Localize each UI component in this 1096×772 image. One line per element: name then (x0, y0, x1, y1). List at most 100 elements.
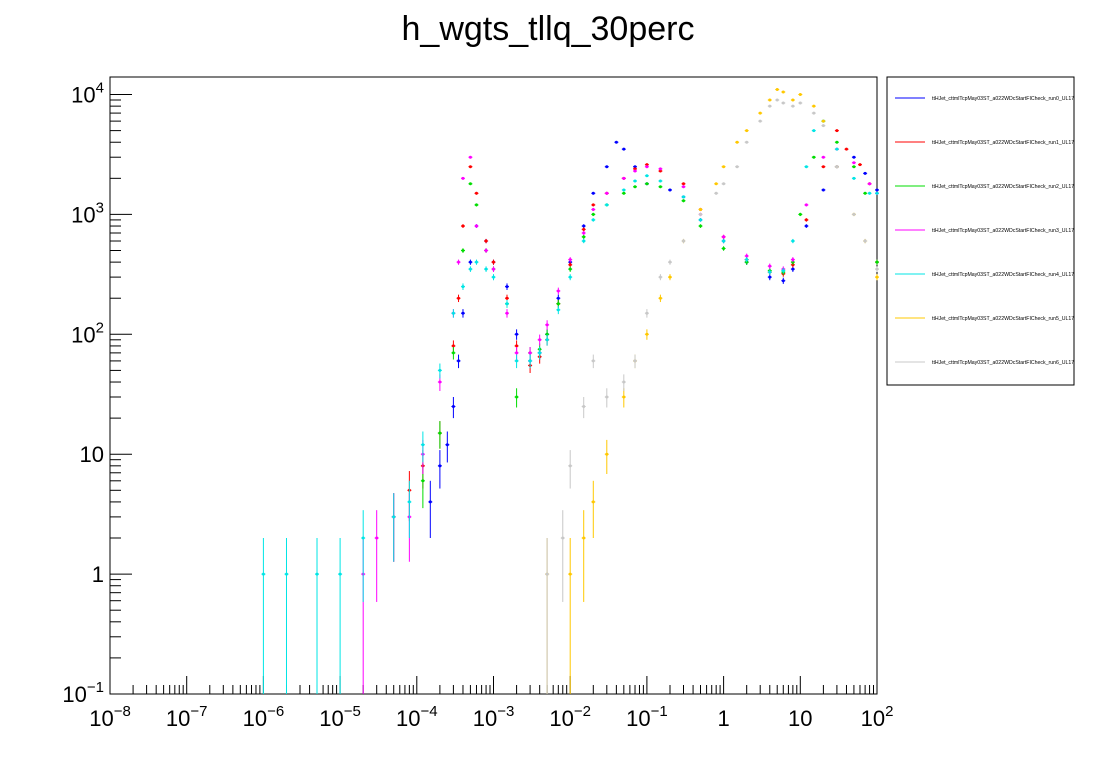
legend-label: ttHJet_cttmlTcpMay03ST_a022WDcStartFIChe… (932, 228, 1074, 234)
data-point (515, 359, 519, 363)
data-point (338, 572, 342, 576)
y-tick-label: 1 (92, 562, 104, 587)
y-tick-label: 10−1 (62, 679, 104, 707)
y-tick-label: 102 (71, 319, 104, 347)
data-point (775, 88, 779, 92)
data-point (556, 289, 560, 293)
legend-box (886, 76, 1075, 386)
data-point (492, 267, 495, 271)
data-point (781, 90, 785, 94)
data-point (681, 195, 685, 199)
legend-item: ttHJet_cttmlTcpMay03ST_a022WDcStartFIChe… (895, 140, 1074, 146)
series (428, 140, 879, 539)
data-point (556, 308, 560, 312)
data-point (668, 260, 672, 264)
data-point (461, 224, 465, 228)
data-point (681, 199, 685, 203)
x-tick-label: 102 (861, 703, 894, 731)
data-point (791, 267, 795, 271)
x-tick-label: 10−1 (626, 703, 668, 731)
data-point (781, 269, 785, 273)
data-point (821, 165, 825, 169)
series-layer (261, 88, 879, 694)
data-point (812, 111, 816, 115)
x-tick-label: 10−7 (166, 703, 208, 731)
data-point (457, 296, 461, 300)
data-point (858, 163, 862, 167)
series (545, 98, 879, 694)
data-point (804, 165, 808, 169)
data-point (645, 332, 649, 336)
data-point (868, 182, 872, 186)
data-point (745, 258, 749, 262)
x-tick-label: 10−5 (319, 703, 361, 731)
data-point (781, 279, 785, 283)
data-point (645, 174, 649, 178)
data-point (791, 239, 795, 243)
data-point (821, 188, 825, 192)
data-point (568, 267, 572, 271)
data-point (591, 218, 595, 222)
data-point (438, 431, 442, 435)
data-point (768, 264, 772, 268)
data-point (474, 260, 478, 264)
x-axis-tick-labels: 10−8 10−7 10−6 10−5 10−4 10−3 10−2 10−1 1 10 102 (89, 703, 893, 731)
data-point (722, 235, 726, 239)
data-point (545, 323, 549, 327)
data-point (875, 260, 879, 264)
legend-item: ttHJet_cttmlTcpMay03ST_a022WDcStartFIChe… (895, 272, 1074, 278)
data-point (407, 500, 411, 504)
data-point (461, 176, 465, 180)
data-point (568, 258, 572, 262)
data-point (568, 464, 572, 468)
legend-label: ttHJet_cttmlTcpMay03ST_a022WDcStartFIChe… (932, 96, 1074, 102)
data-point (468, 155, 472, 159)
data-point (835, 165, 839, 169)
data-point (428, 500, 432, 504)
data-point (812, 155, 816, 159)
data-point (505, 296, 509, 300)
data-point (835, 129, 839, 133)
data-point (791, 98, 795, 102)
data-point (768, 104, 772, 108)
data-point (768, 270, 772, 274)
data-point (614, 140, 618, 144)
data-point (852, 155, 856, 159)
y-tick-label: 103 (71, 199, 104, 227)
data-point (492, 260, 495, 264)
data-point (658, 169, 662, 173)
data-point (438, 380, 442, 384)
data-point (781, 101, 785, 105)
data-point (804, 218, 808, 222)
data-point (875, 191, 879, 195)
data-point (421, 443, 425, 447)
data-point (681, 182, 685, 186)
data-point (633, 167, 637, 171)
data-point (451, 311, 455, 315)
y-tick-label: 10 (80, 442, 104, 467)
data-point (745, 254, 749, 258)
data-point (457, 260, 461, 264)
data-point (582, 224, 586, 228)
data-point (681, 239, 685, 243)
data-point (622, 147, 626, 151)
data-point (812, 129, 816, 133)
data-point (821, 124, 825, 128)
data-point (582, 235, 586, 239)
data-point (798, 212, 802, 216)
data-point (538, 351, 542, 355)
legend: ttHJet_cttmlTcpMay03ST_a022WDcStartFIChe… (895, 96, 1074, 366)
legend-item: ttHJet_cttmlTcpMay03ST_a022WDcStartFIChe… (895, 316, 1074, 322)
data-point (421, 479, 425, 483)
data-point (375, 536, 379, 540)
legend-label: ttHJet_cttmlTcpMay03ST_a022WDcStartFIChe… (932, 184, 1074, 190)
data-point (804, 224, 808, 228)
data-point (484, 267, 488, 271)
chart-title: h_wgts_tllq_30perc (402, 10, 695, 48)
data-point (821, 155, 825, 159)
data-point (622, 380, 626, 384)
data-point (515, 332, 519, 336)
data-point (591, 212, 595, 216)
data-point (699, 218, 703, 222)
legend-label: ttHJet_cttmlTcpMay03ST_a022WDcStartFIChe… (932, 360, 1074, 366)
